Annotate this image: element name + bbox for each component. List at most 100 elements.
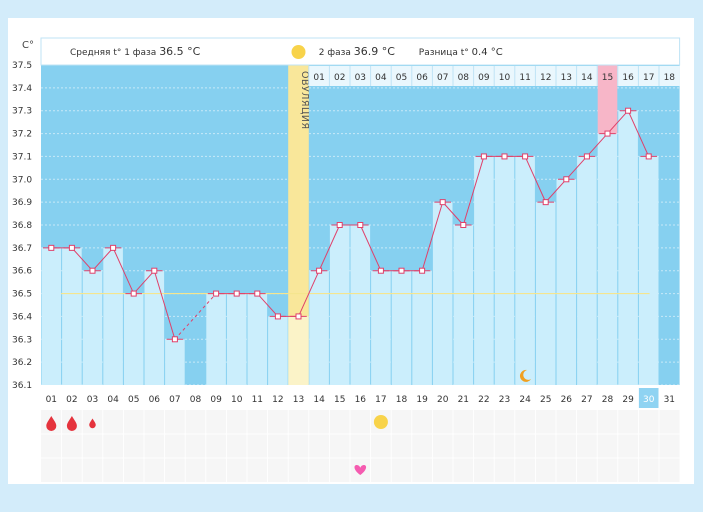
data-point (295, 313, 302, 320)
line-segment (421, 201, 444, 271)
today-highlight (638, 388, 659, 408)
line-segment (174, 293, 217, 340)
sun-icon (373, 415, 388, 429)
sun-icon (291, 45, 306, 59)
data-point (563, 176, 570, 183)
bar (62, 247, 82, 385)
y-tick-label: 36.7 (12, 244, 32, 254)
bar (638, 156, 659, 385)
ovulation-column (288, 65, 309, 317)
line-segment (112, 247, 135, 294)
icons (46, 369, 532, 475)
day-label: 11 (252, 395, 263, 405)
line-segment (545, 178, 567, 203)
data-point (68, 244, 75, 251)
temperature-difference-text: Разница t° 0.4 °C (419, 47, 503, 58)
y-tick-label: 36.8 (12, 221, 32, 231)
phase2-day-label: 01 (313, 73, 324, 83)
y-tick-label: 37.4 (12, 84, 32, 94)
bar (618, 110, 638, 385)
bar (103, 247, 123, 385)
bar (577, 156, 597, 385)
data-point (110, 244, 117, 251)
bar (41, 247, 62, 385)
day-label: 12 (272, 395, 283, 405)
data-point (522, 153, 529, 160)
bar (165, 339, 185, 385)
y-tick-label: 36.5 (12, 290, 32, 300)
line-segment (298, 270, 320, 317)
y-axis: 37.5 37.4 37.3 37.2 37.1 37.0 36.9 36.8 36.7 36.6… (12, 61, 32, 391)
line-segment (359, 224, 382, 271)
data-point (274, 313, 281, 320)
line-segment (586, 133, 608, 157)
data-point (213, 290, 220, 297)
bar (144, 270, 165, 385)
phase2-day-label: 09 (478, 73, 490, 83)
line-segment (256, 293, 279, 317)
y-tick-label: 36.4 (12, 312, 32, 322)
day-label: 10 (231, 395, 243, 405)
data-point (233, 290, 240, 297)
phase2-day-label: 10 (499, 73, 511, 83)
chart-card: ОВУЛЯЦИЯ C° Средняя t° 1 фаза 36.5 °C 2 фаз… (8, 18, 694, 484)
data-point (439, 199, 446, 206)
data-point (645, 153, 652, 160)
day-label: 28 (602, 395, 614, 405)
header-bar (40, 37, 681, 66)
day-label: 14 (313, 395, 325, 405)
y-unit-label: C° (22, 40, 34, 51)
data-point (254, 290, 261, 297)
bar (371, 270, 391, 385)
day-label: 31 (664, 395, 675, 405)
data-point (377, 267, 384, 274)
ovulation-column-lower (288, 316, 309, 385)
y-tick-label: 36.6 (12, 267, 32, 277)
data-point (583, 153, 590, 160)
bar (226, 293, 247, 385)
line-segment (627, 110, 650, 157)
temperature-line (43, 107, 657, 343)
bar (268, 316, 288, 385)
data-point (460, 222, 467, 228)
line-segment (318, 224, 341, 271)
phase2-average-text: 2 фаза 36.9 °C (319, 45, 395, 58)
phase2-day-label: 15 (602, 73, 613, 83)
bar (309, 270, 329, 385)
blood-drop-icon (66, 416, 77, 431)
temperature-chart: ОВУЛЯЦИЯ C° Средняя t° 1 фаза 36.5 °C 2 фаз… (12, 37, 681, 482)
day-label: 25 (540, 395, 551, 405)
line-segment (524, 156, 547, 203)
bar (123, 293, 144, 385)
heart-icon (354, 465, 367, 475)
phase2-day-label: 11 (519, 73, 530, 83)
phase2-day-label: 18 (664, 73, 676, 83)
moon-icon (519, 369, 532, 382)
bar (494, 156, 515, 385)
line-segment (442, 201, 464, 226)
phase2-day-label: 08 (458, 73, 470, 83)
bar (597, 133, 618, 385)
line-segment (462, 156, 485, 226)
phase2-day-label: 05 (396, 73, 407, 83)
y-tick-label: 37.3 (12, 107, 32, 117)
bar (412, 270, 432, 385)
y-tick-label: 37.5 (12, 61, 32, 71)
line-segment (607, 110, 629, 134)
bar (247, 293, 268, 385)
ovulation-label: ОВУЛЯЦИЯ (299, 71, 310, 130)
day-label: 22 (478, 395, 489, 405)
day-label: 23 (499, 395, 510, 405)
data-point (130, 290, 137, 297)
data-point (480, 153, 487, 160)
data-point (542, 199, 549, 206)
phase2-day-label: 12 (540, 73, 551, 83)
bar (350, 225, 371, 385)
y-tick-label: 36.9 (12, 198, 32, 208)
bar (391, 270, 412, 385)
data-point (419, 267, 426, 274)
day-label: 04 (107, 395, 119, 405)
data-point (336, 222, 343, 228)
y-tick-label: 37.1 (12, 152, 32, 162)
line-segment (153, 270, 176, 340)
